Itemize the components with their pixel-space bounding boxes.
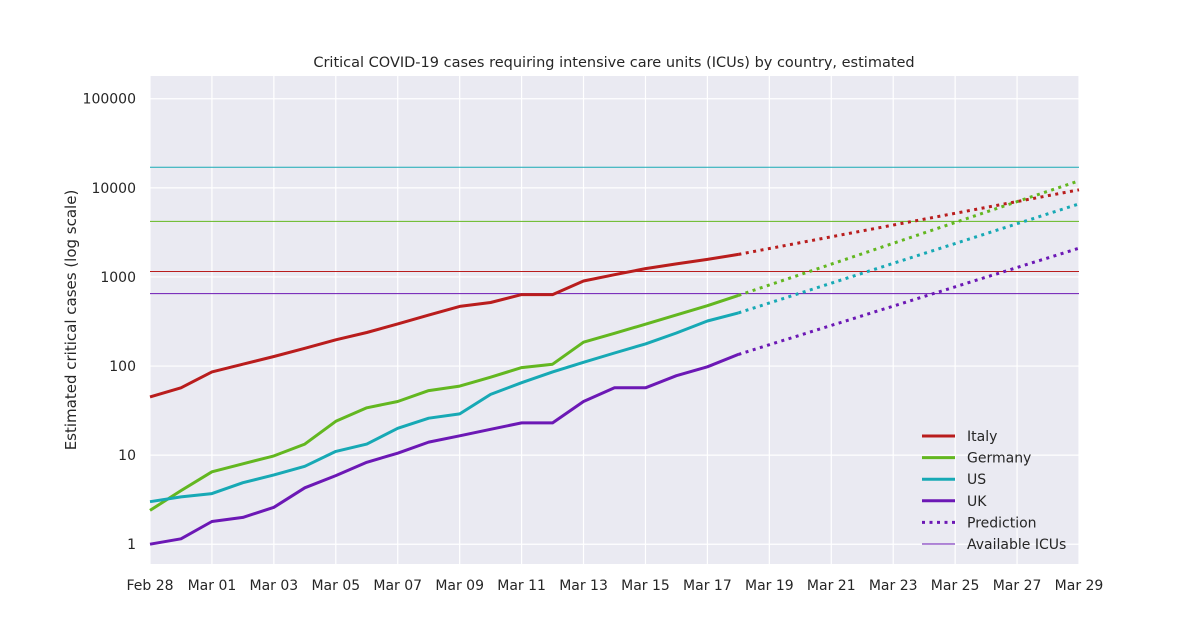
y-tick-label: 10000 bbox=[91, 181, 136, 197]
legend-label: Italy bbox=[967, 429, 997, 445]
x-tick-label: Mar 27 bbox=[993, 578, 1042, 594]
x-tick-label: Mar 25 bbox=[931, 578, 980, 594]
x-tick-label: Mar 19 bbox=[745, 578, 794, 594]
x-tick-label: Mar 23 bbox=[869, 578, 918, 594]
x-tick-label: Mar 11 bbox=[497, 578, 546, 594]
series-line-uk bbox=[149, 353, 739, 546]
x-tick-label: Mar 13 bbox=[559, 578, 608, 594]
x-tick-label: Mar 05 bbox=[311, 578, 360, 594]
legend-label: US bbox=[967, 472, 986, 488]
y-tick-label: 10 bbox=[118, 448, 136, 464]
x-tick-label: Mar 09 bbox=[435, 578, 484, 594]
legend-label: Germany bbox=[967, 451, 1031, 467]
x-tick-label: Mar 01 bbox=[188, 578, 237, 594]
x-tick-label: Mar 17 bbox=[683, 578, 732, 594]
legend-label: Available ICUs bbox=[967, 537, 1066, 553]
series-line-germany bbox=[149, 293, 739, 512]
legend-label: Prediction bbox=[967, 515, 1037, 531]
chart-title: Critical COVID-19 cases requiring intens… bbox=[313, 55, 914, 71]
plot-background bbox=[150, 76, 1079, 564]
y-tick-label: 1 bbox=[127, 537, 136, 553]
x-tick-label: Mar 07 bbox=[373, 578, 422, 594]
series-lines bbox=[149, 252, 739, 546]
series-line-italy bbox=[149, 252, 739, 399]
x-tick-label: Mar 21 bbox=[807, 578, 856, 594]
prediction-lines bbox=[737, 179, 1080, 356]
y-axis-ticks: 1 10 100 1000 10000 100000 bbox=[83, 92, 136, 553]
y-tick-label: 100000 bbox=[83, 92, 136, 108]
x-tick-label: Mar 03 bbox=[250, 578, 299, 594]
prediction-line-italy bbox=[738, 188, 1080, 256]
x-axis-ticks: Feb 28 Mar 01 Mar 03 Mar 05 Mar 07 Mar 09 Mar … bbox=[126, 578, 1103, 594]
y-tick-label: 100 bbox=[109, 359, 136, 375]
x-tick-label: Feb 28 bbox=[126, 578, 173, 594]
series-line-us bbox=[149, 311, 739, 504]
y-tick-label: 1000 bbox=[100, 270, 136, 286]
legend: Italy Germany US UK Prediction Available ICUs bbox=[922, 429, 1066, 553]
icu-lines bbox=[150, 166, 1079, 295]
y-axis-label: Estimated critical cases (log scale) bbox=[62, 190, 80, 451]
x-tick-label: Mar 29 bbox=[1055, 578, 1104, 594]
legend-label: UK bbox=[967, 494, 987, 510]
x-tick-label: Mar 15 bbox=[621, 578, 670, 594]
grid bbox=[149, 76, 1080, 564]
